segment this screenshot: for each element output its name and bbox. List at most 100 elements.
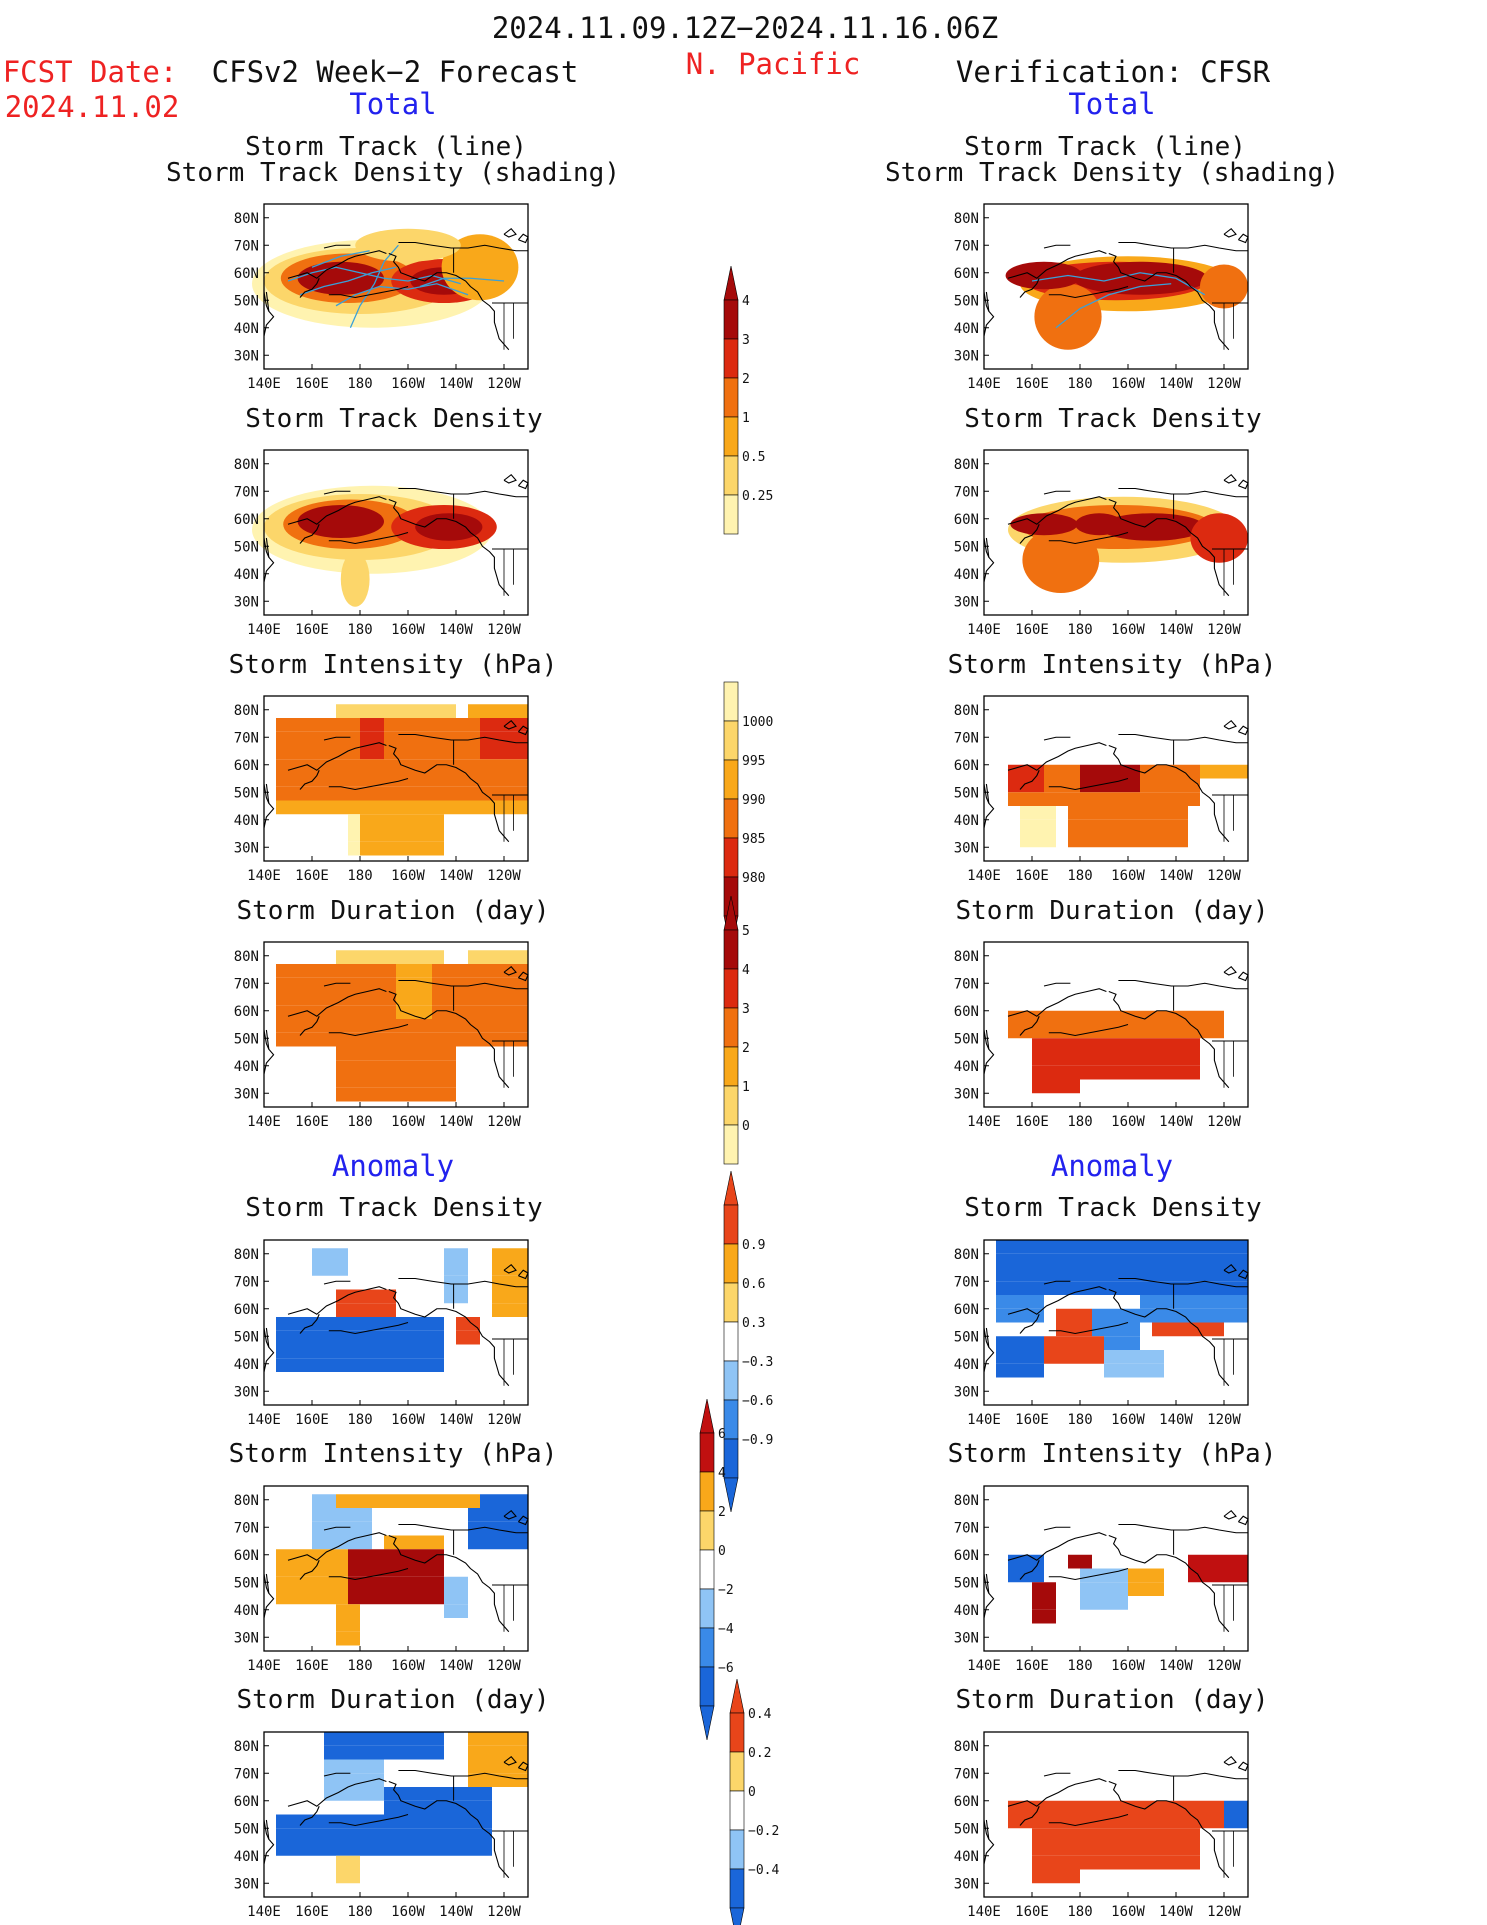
shaded-cell — [288, 1842, 300, 1856]
shaded-cell — [1068, 1079, 1080, 1094]
coastline — [503, 966, 517, 976]
lon-label: 140E — [967, 868, 1001, 884]
panel-subtitle-track-left: Storm Track Density (shading) — [166, 158, 620, 188]
colorbar-swatch — [723, 1124, 739, 1165]
shaded-cell — [360, 964, 372, 978]
shaded-cell — [396, 800, 408, 815]
shaded-cell — [1176, 1052, 1188, 1066]
lat-label: 30N — [954, 1384, 979, 1400]
shaded-cell — [1104, 1828, 1116, 1842]
shaded-cell — [360, 841, 372, 856]
shaded-cell — [1092, 819, 1104, 834]
shaded-cell — [372, 800, 384, 815]
shaded-cell — [1152, 1267, 1164, 1282]
shaded-cell — [276, 773, 288, 787]
shaded-cell — [396, 991, 408, 1006]
shaded-cell — [1188, 1267, 1200, 1282]
shaded-cell — [384, 1745, 396, 1760]
coastline — [398, 733, 528, 744]
shaded-cell — [444, 991, 456, 1006]
shaded-cell — [348, 991, 360, 1006]
lat-label: 30N — [954, 594, 979, 610]
coastline — [323, 1526, 351, 1531]
shaded-cell — [1128, 1024, 1140, 1039]
shaded-cell — [420, 1060, 432, 1074]
shaded-cell — [396, 1732, 408, 1746]
shaded-cell — [1044, 1336, 1056, 1350]
shaded-cell — [336, 1759, 348, 1774]
shaded-cell — [1116, 819, 1128, 834]
shaded-cell — [420, 1032, 432, 1047]
lat-label: 50N — [234, 1575, 259, 1591]
shaded-cell — [384, 1046, 396, 1061]
colorbar-label: 990 — [742, 793, 765, 808]
shaded-cell — [456, 731, 468, 746]
shaded-cell — [1008, 1267, 1020, 1282]
shaded-cell — [1044, 1855, 1056, 1870]
shaded-cell — [396, 1535, 408, 1550]
shaded-cell — [276, 745, 288, 760]
shaded-cell — [324, 1828, 336, 1842]
shaded-cell — [1152, 1363, 1164, 1378]
shaded-cell — [408, 1087, 420, 1102]
shaded-cell — [348, 1060, 360, 1074]
shaded-cell — [1104, 1855, 1116, 1870]
shaded-cell — [324, 964, 336, 978]
shaded-cell — [1152, 792, 1164, 806]
right-total-label: Total — [1068, 87, 1156, 121]
shaded-cell — [516, 1508, 528, 1522]
shaded-cell — [348, 745, 360, 760]
colorbar-swatch — [699, 1432, 715, 1473]
shaded-cell — [468, 1773, 480, 1787]
shaded-cell — [1044, 1842, 1056, 1856]
panel-title-density-right: Storm Track Density — [964, 404, 1262, 434]
shaded-cell — [384, 950, 396, 964]
shaded-cell — [1188, 764, 1200, 779]
shaded-cell — [432, 1535, 444, 1550]
lat-label: 60N — [954, 512, 979, 528]
colorbar-swatch — [699, 1588, 715, 1629]
shaded-cell — [300, 991, 312, 1006]
shaded-cell — [480, 800, 492, 815]
shaded-cell — [1080, 1253, 1092, 1268]
lat-label: 30N — [234, 594, 259, 610]
density-contour — [415, 513, 483, 541]
shaded-cell — [408, 1590, 420, 1605]
coastline — [328, 1813, 409, 1827]
lat-label: 30N — [234, 1384, 259, 1400]
shaded-cell — [1188, 1253, 1200, 1268]
shaded-cell — [372, 841, 384, 856]
shaded-cell — [1032, 1582, 1044, 1596]
shaded-cell — [360, 814, 372, 828]
shaded-cell — [1080, 1281, 1092, 1295]
shaded-cell — [1020, 1267, 1032, 1282]
shaded-cell — [276, 1358, 288, 1372]
lon-label: 180 — [1067, 1658, 1092, 1674]
shaded-cell — [1128, 1240, 1140, 1254]
shaded-cell — [492, 745, 504, 760]
panel-title-intensity-anom-right: Storm Intensity (hPa) — [947, 1439, 1277, 1469]
shaded-cell — [516, 950, 528, 964]
shaded-cell — [504, 991, 516, 1006]
shaded-cell — [360, 1303, 372, 1317]
shaded-cell — [384, 1535, 396, 1550]
shaded-cell — [1068, 1554, 1080, 1569]
shaded-cell — [396, 718, 408, 732]
shaded-cell — [276, 1563, 288, 1577]
shaded-cell — [336, 731, 348, 746]
shaded-cell — [1032, 1568, 1044, 1583]
shaded-cell — [1200, 1322, 1212, 1337]
shaded-cell — [1068, 806, 1080, 820]
shaded-cell — [1080, 1568, 1092, 1583]
shaded-cell — [1032, 1828, 1044, 1842]
shaded-cell — [1092, 1267, 1104, 1282]
colorbar-label: 0.25 — [742, 489, 773, 504]
colorbar-arrow — [723, 265, 739, 301]
shaded-cell — [420, 718, 432, 732]
shaded-cell — [372, 950, 384, 964]
shaded-cell — [1116, 833, 1128, 848]
shaded-cell — [1104, 1065, 1116, 1080]
shaded-cell — [408, 1494, 420, 1508]
